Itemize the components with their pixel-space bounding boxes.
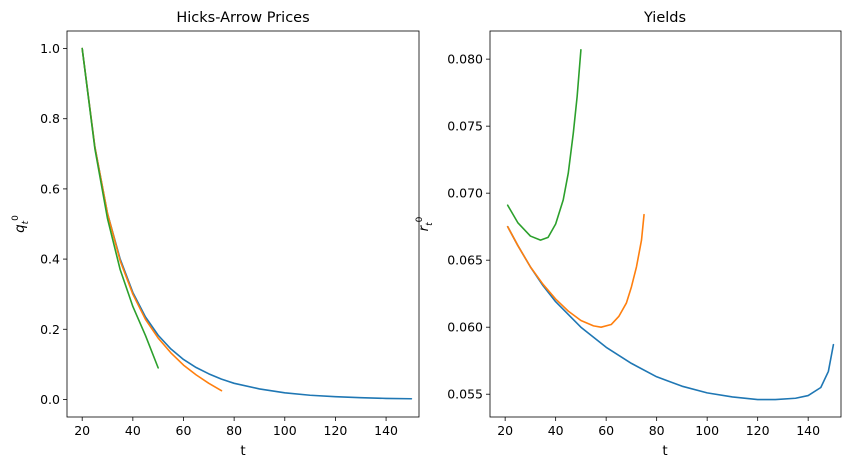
x-tick-label: 20 [497, 423, 513, 438]
y-tick: 0.065 [447, 253, 490, 268]
x-tick-label: 140 [796, 423, 820, 438]
y-tick-label: 0.080 [447, 52, 483, 67]
x-tick-label: 60 [598, 423, 614, 438]
hicks-arrow-prices-panel: Hicks-Arrow Prices 20 40 60 80 100 120 140 0.0… [11, 10, 420, 459]
x-tick-label: 80 [649, 423, 665, 438]
y-tick-label: 0.4 [40, 252, 60, 267]
y-tick-label: 0.075 [447, 119, 483, 134]
y-tick-label: 0.060 [447, 320, 483, 335]
y-tick: 0.2 [40, 322, 67, 337]
chart-title: Yields [643, 10, 686, 26]
x-tick-label: 80 [226, 423, 242, 438]
x-tick-label: 40 [548, 423, 564, 438]
x-tick-label: 20 [74, 423, 90, 438]
x-tick: 140 [796, 417, 820, 438]
y-axis-label: qt0 [11, 215, 31, 233]
y-tick: 0.6 [40, 181, 67, 196]
x-axis-label: t [662, 443, 667, 459]
x-axis: 20 40 60 80 100 120 140 [74, 417, 398, 438]
x-tick-label: 40 [125, 423, 141, 438]
y-axis: 0.055 0.060 0.065 0.070 0.075 0.080 [447, 52, 490, 402]
series-line-1 [81, 47, 413, 400]
y-tick: 0.4 [40, 252, 67, 267]
yields-panel: Yields 20 40 60 80 100 120 140 0.055 0.060 0.065… [415, 10, 842, 459]
x-tick: 20 [74, 417, 90, 438]
y-tick: 0.0 [40, 392, 67, 407]
y-tick-label: 0.8 [40, 111, 60, 126]
x-tick-label: 100 [695, 423, 719, 438]
x-tick: 120 [324, 417, 348, 438]
series-line-3 [506, 48, 582, 241]
y-tick-label: 0.070 [447, 186, 483, 201]
x-tick: 140 [374, 417, 398, 438]
axes-frame [66, 30, 420, 418]
series-line-1 [506, 225, 835, 401]
x-tick: 80 [226, 417, 242, 438]
y-axis: 0.0 0.2 0.4 0.6 0.8 1.0 [40, 41, 67, 407]
x-axis: 20 40 60 80 100 120 140 [497, 417, 820, 438]
x-tick: 60 [598, 417, 614, 438]
y-tick-label: 0.6 [40, 181, 60, 196]
x-tick: 20 [497, 417, 513, 438]
y-tick-label: 0.0 [40, 392, 60, 407]
y-tick: 0.8 [40, 111, 67, 126]
y-tick-label: 0.055 [447, 387, 483, 402]
chart-title: Hicks-Arrow Prices [176, 10, 309, 26]
plot-area [506, 48, 835, 401]
y-axis-label: rt0 [415, 216, 435, 231]
x-tick: 60 [176, 417, 192, 438]
y-tick: 0.080 [447, 52, 490, 67]
y-tick: 0.055 [447, 387, 490, 402]
x-tick-label: 100 [273, 423, 297, 438]
y-tick: 0.070 [447, 186, 490, 201]
y-tick-label: 0.065 [447, 253, 483, 268]
x-tick: 120 [746, 417, 770, 438]
y-tick: 1.0 [40, 41, 67, 56]
x-tick: 40 [548, 417, 564, 438]
x-tick-label: 120 [746, 423, 770, 438]
x-tick: 40 [125, 417, 141, 438]
y-tick-label: 1.0 [40, 41, 60, 56]
x-tick: 100 [695, 417, 719, 438]
x-tick: 100 [273, 417, 297, 438]
series-line-3 [81, 47, 159, 369]
x-tick-label: 120 [324, 423, 348, 438]
y-tick: 0.075 [447, 119, 490, 134]
y-tick: 0.060 [447, 320, 490, 335]
series-line-2 [81, 47, 223, 392]
y-tick-label: 0.2 [40, 322, 60, 337]
x-tick-label: 140 [374, 423, 398, 438]
x-axis-label: t [240, 443, 245, 459]
plot-area [81, 47, 413, 400]
axes-frame [489, 30, 842, 418]
x-tick-label: 60 [176, 423, 192, 438]
series-line-2 [506, 213, 645, 329]
x-tick: 80 [649, 417, 665, 438]
